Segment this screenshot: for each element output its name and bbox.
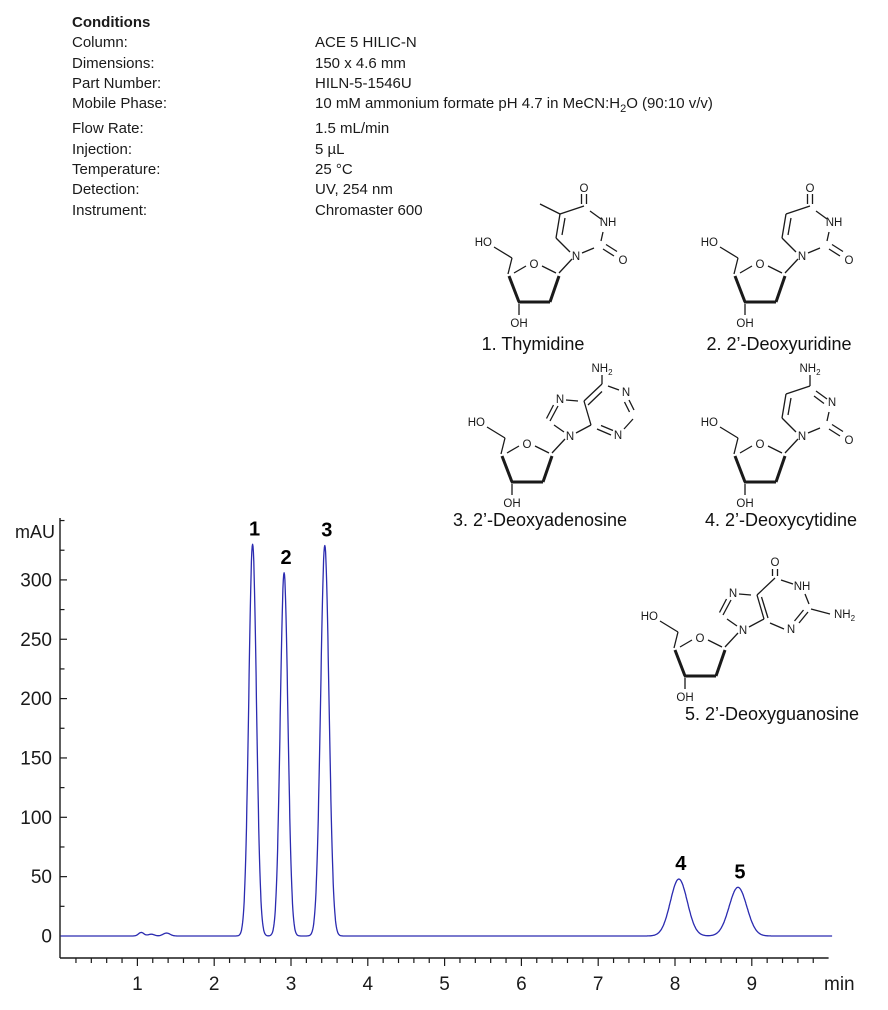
y-tick-label: 200 (20, 689, 52, 710)
condition-label: Part Number: (72, 74, 162, 92)
structure-caption: 2. 2’-Deoxyuridine (706, 334, 852, 354)
x-tick-label: 6 (516, 974, 527, 995)
x-tick-label: 8 (670, 974, 681, 995)
structure-caption: 5. 2’-Deoxyguanosine (684, 704, 860, 724)
mobile-phase-text: O (90:10 v/v) (626, 95, 713, 113)
x-tick-label: 9 (747, 974, 758, 995)
condition-value: 5 µL (315, 140, 345, 158)
signal-trace (60, 543, 833, 937)
condition-value: ACE 5 HILIC-N (315, 34, 417, 52)
condition-value: 10 mM ammonium formate pH 4.7 in MeCN:H2… (315, 94, 713, 119)
condition-label: Flow Rate: (72, 120, 144, 138)
structure-caption: 1. Thymidine (481, 334, 585, 354)
svg-text:NH2: NH2 (591, 363, 613, 377)
y-tick-label: 50 (31, 867, 52, 888)
condition-label: Injection: (72, 140, 133, 158)
mobile-phase-subscript: 2 (620, 103, 627, 116)
condition-row: Detection: UV, 254 nm (72, 180, 713, 200)
svg-text:N: N (556, 394, 564, 406)
svg-text:N: N (798, 251, 806, 263)
svg-text:O: O (580, 183, 589, 195)
conditions-block: Conditions Column: ACE 5 HILIC-N Dimensi… (72, 13, 713, 221)
peak-number-label: 5 (734, 861, 745, 883)
peak-number-label: 1 (249, 518, 260, 540)
svg-text:O: O (806, 183, 815, 195)
x-tick-label: 2 (209, 974, 220, 995)
condition-row: Injection: 5 µL (72, 140, 713, 160)
x-tick-label: 1 (132, 974, 143, 995)
svg-text:N: N (828, 397, 836, 409)
svg-text:NH: NH (826, 217, 843, 229)
condition-row: Flow Rate: 1.5 mL/min (72, 119, 713, 139)
condition-row: Dimensions: 150 x 4.6 mm (72, 54, 713, 74)
condition-label: Instrument: (72, 201, 148, 219)
y-tick-label: 150 (20, 748, 52, 769)
condition-value: UV, 254 nm (315, 181, 393, 199)
y-tick-label: 0 (41, 927, 52, 948)
svg-text:N: N (614, 430, 622, 442)
svg-text:O: O (845, 435, 854, 447)
condition-row: Column: ACE 5 HILIC-N (72, 33, 713, 53)
structure-caption: 4. 2’-Deoxycytidine (704, 510, 858, 530)
svg-text:O: O (771, 557, 780, 569)
condition-row: Temperature: 25 °C (72, 160, 713, 180)
condition-label: Dimensions: (72, 54, 155, 72)
svg-text:NH2: NH2 (834, 609, 856, 623)
svg-text:N: N (798, 431, 806, 443)
svg-text:N: N (787, 624, 795, 636)
condition-label: Detection: (72, 181, 140, 199)
thymidine-structure: N NH O O (462, 182, 662, 334)
deoxyuridine-structure-image: N NH O O (699, 183, 854, 332)
svg-text:N: N (572, 251, 580, 263)
svg-text:NH: NH (794, 581, 811, 593)
svg-text:NH: NH (600, 217, 617, 229)
deoxyuridine-structure: N NH O O (688, 182, 888, 334)
x-tick-label: 5 (439, 974, 450, 995)
svg-text:N: N (566, 431, 574, 443)
deoxyguanosine-structure: N N NH N O NH2 (618, 556, 883, 706)
condition-value: 1.5 mL/min (315, 120, 390, 138)
peak-number-label: 4 (675, 853, 687, 875)
deoxyguanosine-structure-image: N N NH N O NH2 (639, 557, 856, 706)
condition-value: 25 °C (315, 161, 353, 179)
peak-number-label: 2 (281, 547, 292, 569)
svg-text:N: N (729, 588, 737, 600)
chromatogram-trace (60, 543, 833, 937)
deoxyadenosine-structure-image: N N N N NH2 (466, 363, 635, 512)
svg-text:NH2: NH2 (799, 363, 821, 377)
condition-value: HILN-5-1546U (315, 74, 412, 92)
y-tick-label: 100 (20, 808, 52, 829)
chromatogram-labels: 12 3 4 5 (249, 518, 746, 883)
x-tick-label: 3 (286, 974, 297, 995)
condition-label: Column: (72, 34, 128, 52)
x-axis-unit-label: min (824, 974, 855, 995)
svg-text:O: O (619, 255, 628, 267)
condition-row: Instrument: Chromaster 600 (72, 201, 713, 221)
peak-number-label: 3 (321, 519, 332, 541)
condition-label: Temperature: (72, 161, 161, 179)
mobile-phase-text: 10 mM ammonium formate pH 4.7 in MeCN:H (315, 95, 621, 113)
deoxycytidine-structure-image: N N NH2 O (699, 363, 854, 512)
x-tick-label: 4 (363, 974, 374, 995)
structure-caption: 3. 2’-Deoxyadenosine (452, 510, 628, 530)
condition-label: Mobile Phase: (72, 95, 168, 113)
condition-row: Mobile Phase: 10 mM ammonium formate pH … (72, 94, 713, 119)
conditions-title: Conditions (72, 14, 151, 31)
y-tick-label: 300 (20, 570, 52, 591)
svg-text:N: N (622, 387, 630, 399)
condition-value: Chromaster 600 (315, 201, 423, 219)
x-tick-label: 7 (593, 974, 604, 995)
deoxycytidine-structure: N N NH2 O (688, 362, 888, 512)
condition-value: 150 x 4.6 mm (315, 54, 406, 72)
deoxyadenosine-structure: N N N N NH2 (455, 362, 670, 512)
svg-text:N: N (739, 625, 747, 637)
condition-row: Part Number: HILN-5-1546U (72, 74, 713, 94)
svg-text:O: O (845, 255, 854, 267)
y-tick-label: 250 (20, 630, 52, 651)
thymidine-structure-image: N NH O O (473, 183, 628, 332)
y-axis-unit-label: mAU (15, 522, 55, 542)
